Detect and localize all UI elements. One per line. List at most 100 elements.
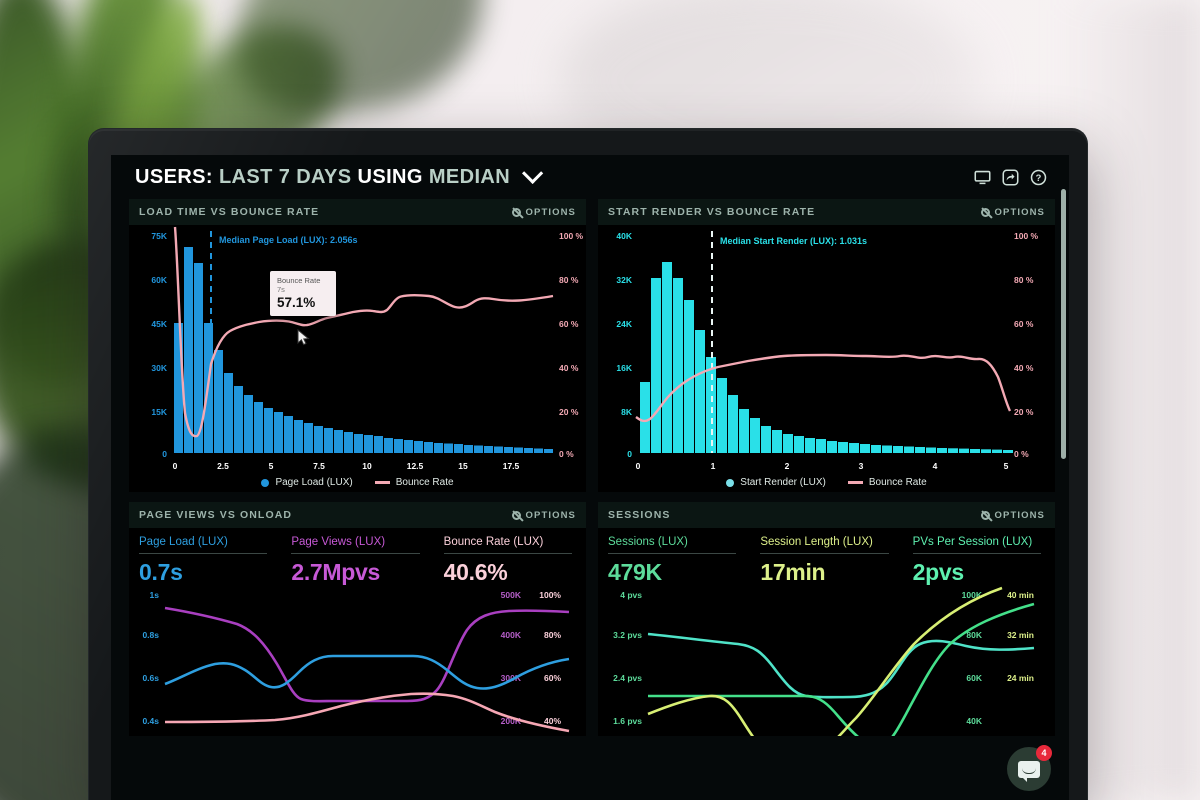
legend-dash-icon — [374, 481, 390, 484]
panel-header: SESSIONS OPTIONS — [598, 502, 1055, 528]
divider — [291, 553, 420, 554]
page-title[interactable]: USERS: LAST 7 DAYS USING MEDIAN — [135, 162, 544, 189]
tooltip-value: 57.1% — [277, 295, 316, 311]
line-series-session-length — [647, 586, 1003, 766]
tooltip-title: Bounce Rate — [277, 276, 321, 285]
header-icon-group: ? — [974, 169, 1047, 186]
legend-item-page-load[interactable]: Page Load (LUX) — [261, 477, 353, 488]
y-axis-right: 100 % 80 % 60 % 40 % 20 % 0 % — [1014, 231, 1039, 459]
svg-text:1s: 1s — [150, 590, 160, 600]
line-series-page-load — [164, 654, 570, 690]
line-series-bounce-rate — [173, 226, 554, 438]
svg-text:20 %: 20 % — [1014, 407, 1034, 417]
svg-text:75K: 75K — [151, 231, 167, 241]
svg-text:1.6 pvs: 1.6 pvs — [613, 716, 642, 726]
y-axis-right-pageviews: 500K 400K 300K 200K — [501, 590, 522, 726]
options-button[interactable]: OPTIONS — [511, 510, 576, 521]
svg-text:0: 0 — [162, 449, 167, 459]
svg-text:100%: 100% — [539, 590, 561, 600]
svg-text:16K: 16K — [616, 363, 632, 373]
stat-label: Page Load (LUX) — [139, 536, 228, 548]
stat-value: 17min — [760, 559, 826, 585]
svg-text:0: 0 — [636, 461, 641, 471]
chevron-down-icon[interactable] — [522, 162, 544, 184]
divider — [139, 553, 268, 554]
mouse-cursor-icon — [297, 329, 310, 346]
svg-text:15: 15 — [458, 461, 468, 471]
chart-legend: Start Render (LUX) Bounce Rate — [598, 471, 1055, 492]
stat-card-bounce-rate[interactable]: Bounce Rate (LUX) 40.6% — [434, 536, 586, 586]
dashboard-header: USERS: LAST 7 DAYS USING MEDIAN — [129, 155, 1055, 199]
stat-card-pvs-per-session[interactable]: PVs Per Session (LUX) 2pvs — [903, 536, 1055, 586]
svg-text:100K: 100K — [962, 590, 983, 600]
svg-text:0.8s: 0.8s — [142, 630, 159, 640]
svg-text:0: 0 — [627, 449, 632, 459]
stat-card-page-views[interactable]: Page Views (LUX) 2.7Mpvs — [281, 536, 433, 586]
svg-text:1: 1 — [711, 461, 716, 471]
chart-load-time-vs-bounce-rate[interactable]: 75K 60K 45K 30K 15K 0 100 % 80 % — [129, 225, 586, 471]
legend-item-bounce-rate[interactable]: Bounce Rate — [374, 477, 454, 488]
panel-title: LOAD TIME VS BOUNCE RATE — [139, 206, 320, 218]
y-axis-right-bounce: 100% 80% 60% 40% — [539, 590, 561, 726]
chat-widget-button[interactable]: 4 — [1007, 745, 1052, 791]
svg-text:80 %: 80 % — [559, 275, 579, 285]
options-label: OPTIONS — [525, 206, 576, 218]
web-performance-dashboard: USERS: LAST 7 DAYS USING MEDIAN — [111, 155, 1069, 800]
chart-page-views-vs-onload[interactable]: 1s 0.8s 0.6s 0.4s 500K 400K 300K 200K — [129, 586, 586, 736]
bottom-panel-row: PAGE VIEWS VS ONLOAD OPTIONS Page Load (… — [129, 502, 1055, 766]
stat-label: Page Views (LUX) — [291, 536, 386, 548]
bar-series-page-load — [174, 247, 553, 453]
monitor-icon[interactable] — [974, 169, 991, 186]
stat-value: 40.6% — [443, 559, 508, 585]
svg-text:32K: 32K — [616, 275, 632, 285]
gear-icon — [980, 510, 990, 520]
median-annotation: Median Page Load (LUX): 2.056s — [219, 235, 358, 245]
panel-title: SESSIONS — [608, 509, 671, 521]
svg-text:12.5: 12.5 — [407, 461, 424, 471]
stat-card-session-length[interactable]: Session Length (LUX) 17min — [750, 536, 902, 586]
line-series-bounce-rate — [635, 353, 1012, 423]
svg-text:17.5: 17.5 — [503, 461, 520, 471]
divider — [760, 553, 889, 554]
stat-card-group: Sessions (LUX) 479K Session Length (LUX)… — [598, 528, 1055, 586]
stat-card-group: Page Load (LUX) 0.7s Page Views (LUX) 2.… — [129, 528, 586, 586]
help-icon[interactable]: ? — [1030, 169, 1047, 186]
title-using: USING — [357, 165, 423, 188]
svg-text:200K: 200K — [501, 716, 522, 726]
divider — [912, 553, 1041, 554]
svg-text:0 %: 0 % — [559, 449, 574, 459]
svg-text:0 %: 0 % — [1014, 449, 1029, 459]
svg-text:20 %: 20 % — [559, 407, 579, 417]
legend-item-bounce-rate[interactable]: Bounce Rate — [847, 477, 927, 488]
line-series-sessions — [648, 602, 1035, 750]
panel-title: START RENDER VS BOUNCE RATE — [608, 206, 816, 218]
options-button[interactable]: OPTIONS — [980, 510, 1045, 521]
svg-text:60 %: 60 % — [559, 319, 579, 329]
svg-text:40 min: 40 min — [1007, 590, 1034, 600]
legend-label: Page Load (LUX) — [275, 477, 353, 488]
svg-text:500K: 500K — [501, 590, 522, 600]
stat-value: 2pvs — [912, 559, 965, 585]
options-button[interactable]: OPTIONS — [980, 207, 1045, 218]
svg-text:2: 2 — [785, 461, 790, 471]
panel-header: PAGE VIEWS VS ONLOAD OPTIONS — [129, 502, 586, 528]
y-axis-left: 1s 0.8s 0.6s 0.4s — [142, 590, 159, 726]
chart-start-render-vs-bounce-rate[interactable]: 40K 32K 24K 16K 8K 0 100 % 80 % 60 % — [598, 225, 1055, 471]
chart-sessions[interactable]: 4 pvs 3.2 pvs 2.4 pvs 1.6 pvs 100K 80K 6… — [598, 586, 1055, 766]
legend-dot-icon — [261, 478, 270, 487]
svg-text:4: 4 — [933, 461, 938, 471]
line-series-page-views — [164, 606, 570, 703]
svg-text:80%: 80% — [544, 630, 561, 640]
legend-item-start-render[interactable]: Start Render (LUX) — [726, 477, 826, 488]
stat-card-sessions[interactable]: Sessions (LUX) 479K — [598, 536, 750, 586]
vertical-scrollbar[interactable] — [1061, 189, 1066, 459]
share-icon[interactable] — [1002, 169, 1019, 186]
options-button[interactable]: OPTIONS — [511, 206, 576, 218]
x-axis: 0 1 2 3 4 5 — [636, 461, 1009, 471]
svg-text:100 %: 100 % — [559, 231, 584, 241]
tooltip-subtitle: 7s — [277, 285, 285, 295]
legend-dot-icon — [726, 478, 735, 487]
svg-text:24K: 24K — [616, 319, 632, 329]
chart-legend: Page Load (LUX) Bounce Rate — [129, 471, 586, 492]
stat-card-page-load[interactable]: Page Load (LUX) 0.7s — [129, 536, 281, 586]
